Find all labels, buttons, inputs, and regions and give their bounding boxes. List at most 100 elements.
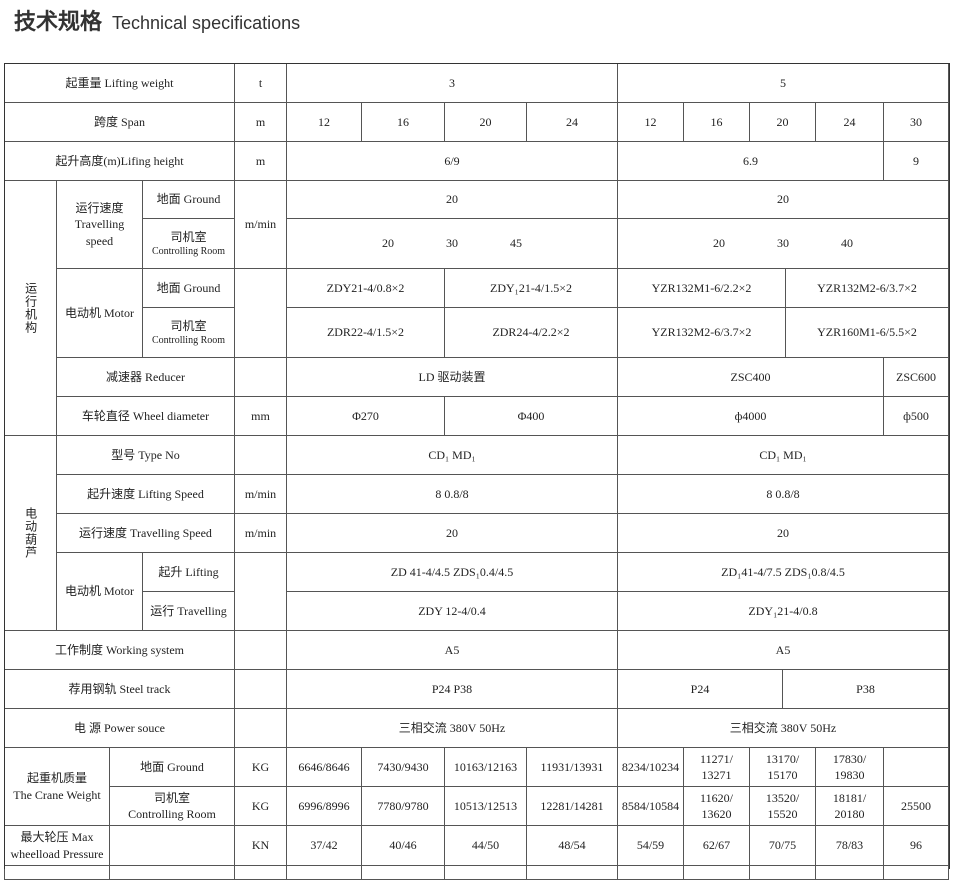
cell-empty [109,865,235,880]
page-title: 技术规格 Technical specifications [14,4,300,36]
value: 16 [361,102,445,142]
value: 30 [883,102,949,142]
value: 24 [815,102,884,142]
title-en: Technical specifications [112,13,301,33]
value: ZDY 12-4/0.4 [286,591,618,631]
sub-label: 起升 Lifting [142,552,235,592]
value: 54/59 [617,825,684,866]
unit: KG [234,747,287,787]
value: 7430/9430 [361,747,445,787]
value: ZDR24-4/2.2×2 [444,307,618,358]
value: 25500 [883,786,949,826]
row-label: 跨度 Span [4,102,235,142]
value: 12 [617,102,684,142]
value: 20 [286,513,618,553]
unit [234,708,287,748]
value: 12 [286,102,362,142]
value: 24 [526,102,618,142]
row-label: 运行速度 Travelling speed [56,180,143,269]
row-label: 起升速度 Lifting Speed [56,474,235,514]
value: 11931/13931 [526,747,618,787]
cell-empty [234,865,287,880]
cell-empty [883,865,949,880]
unit [234,552,287,631]
group-label: 电动葫芦 [4,435,57,631]
unit: m [234,102,287,142]
cell-empty [444,865,527,880]
value: 20 30 40 [617,218,949,269]
cell-empty [526,865,618,880]
value-item: 20 [713,236,725,251]
row-label: 减速器 Reducer [56,357,235,397]
value: 三相交流 380V 50Hz [286,708,618,748]
value: 9 [883,141,949,181]
value: 18181/ 20180 [815,786,884,826]
cell-empty [617,865,684,880]
value: ZDY21-4/0.8×2 [286,268,445,308]
unit: mm [234,396,287,436]
value: 3 [286,63,618,103]
value: P24 [617,669,783,709]
cell-empty [815,865,884,880]
value: 20 [286,180,618,219]
sub-label: 司机室 Controlling Room [142,218,235,269]
value: ZSC400 [617,357,884,397]
value-item: 30 [446,236,458,251]
value: 10163/12163 [444,747,527,787]
value: CD₁ MD₁ [617,435,949,475]
value: 7780/9780 [361,786,445,826]
sub-label-zh: 司机室 [170,229,207,244]
unit [234,669,287,709]
value: 8234/10234 [617,747,684,787]
row-label: 电 源 Power souce [4,708,235,748]
row-label: 起升高度(m)Lifing height [4,141,235,181]
value: 8584/10584 [617,786,684,826]
value: 11620/ 13620 [683,786,750,826]
value: ф500 [883,396,949,436]
title-zh: 技术规格 [14,10,103,35]
value: 78/83 [815,825,884,866]
sub-label: 司机室 Controlling Room [142,307,235,358]
unit: KN [234,825,287,866]
row-label: 型号 Type No [56,435,235,475]
value: 三相交流 380V 50Hz [617,708,949,748]
value: YZR132M2-6/3.7×2 [785,268,949,308]
unit: m [234,141,287,181]
sub-label [109,825,235,866]
sub-label: 地面 Ground [109,747,235,787]
value: LD 驱动装置 [286,357,618,397]
value: ZD 41-4/4.5 ZDS₁0.4/4.5 [286,552,618,592]
unit: KG [234,786,287,826]
value: A5 [617,630,949,670]
value: 48/54 [526,825,618,866]
value: A5 [286,630,618,670]
sub-label-en: Controlling Room [151,245,226,257]
row-label: 荐用钢轨 Steel track [4,669,235,709]
value: 5 [617,63,949,103]
value: YZR160M1-6/5.5×2 [785,307,949,358]
value-item: 40 [841,236,853,251]
value: 11271/ 13271 [683,747,750,787]
value-item: 45 [510,236,522,251]
value: 8 0.8/8 [617,474,949,514]
value: Φ400 [444,396,618,436]
unit: m/min [234,474,287,514]
value: 13170/ 15170 [749,747,816,787]
value: ZDY₁21-4/1.5×2 [444,268,618,308]
row-label: 工作制度 Working system [4,630,235,670]
row-label: 起重量 Lifting weight [4,63,235,103]
value: ZSC600 [883,357,949,397]
value: P38 [782,669,949,709]
value: 62/67 [683,825,750,866]
cell-empty [361,865,445,880]
sub-label: 地面 Ground [142,268,235,308]
value-item: 30 [777,236,789,251]
value: 6646/8646 [286,747,362,787]
value: 96 [883,825,949,866]
group-label: 运行机构 [4,180,57,436]
value: 6996/8996 [286,786,362,826]
row-label: 起重机质量 The Crane Weight [4,747,110,826]
value: P24 P38 [286,669,618,709]
row-label: 电动机 Motor [56,552,143,631]
